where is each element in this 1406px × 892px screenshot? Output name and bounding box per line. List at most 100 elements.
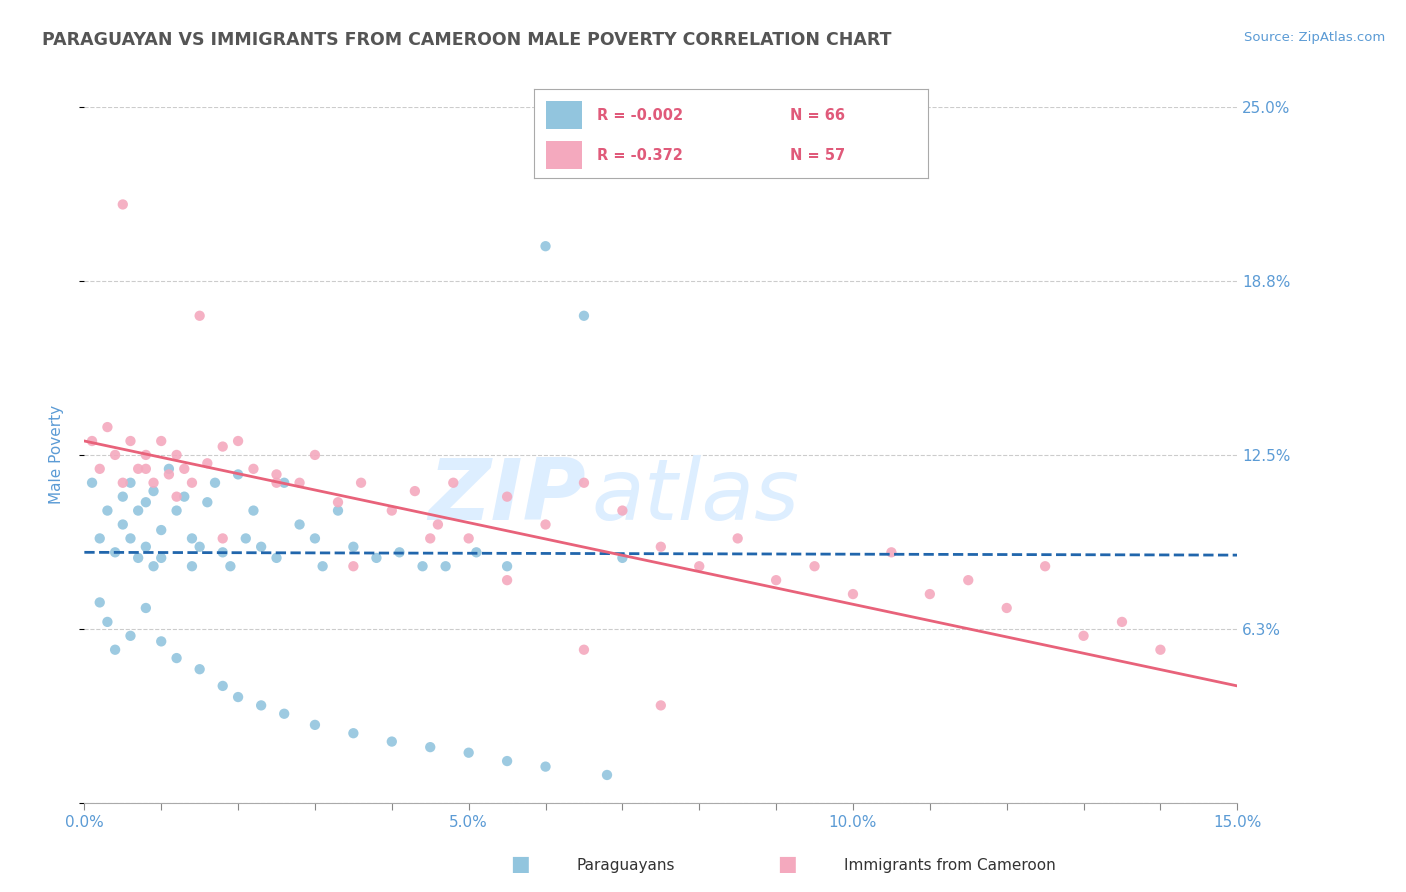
Text: atlas: atlas [592, 455, 800, 538]
Point [572, 642, 595, 657]
Text: R = -0.372: R = -0.372 [598, 148, 683, 162]
Point [173, 490, 195, 504]
Point [80, 475, 103, 490]
Point [111, 517, 134, 532]
Point [166, 503, 188, 517]
Point [157, 467, 180, 482]
Point [419, 532, 441, 546]
Point [181, 475, 204, 490]
Point [288, 517, 311, 532]
Point [304, 448, 326, 462]
Point [120, 629, 142, 643]
Point [150, 550, 173, 565]
Point [250, 540, 273, 554]
Point [211, 679, 233, 693]
Point [434, 559, 457, 574]
Point [842, 587, 865, 601]
Point [135, 462, 157, 476]
Point [426, 517, 449, 532]
Point [727, 532, 749, 546]
Point [142, 475, 165, 490]
Point [381, 503, 404, 517]
Point [135, 448, 157, 462]
Point [496, 490, 519, 504]
Point [496, 559, 519, 574]
Point [266, 550, 288, 565]
Point [150, 523, 173, 537]
Point [419, 740, 441, 755]
Point [650, 540, 672, 554]
Point [111, 490, 134, 504]
Point [311, 559, 333, 574]
Point [166, 651, 188, 665]
Point [195, 495, 218, 509]
Point [273, 475, 295, 490]
Point [465, 545, 488, 559]
Point [342, 726, 364, 740]
Point [572, 309, 595, 323]
Point [89, 532, 111, 546]
Point [457, 532, 479, 546]
Point [135, 540, 157, 554]
Point [204, 475, 226, 490]
Point [96, 615, 118, 629]
Text: N = 66: N = 66 [790, 108, 845, 122]
Point [304, 718, 326, 732]
Text: PARAGUAYAN VS IMMIGRANTS FROM CAMEROON MALE POVERTY CORRELATION CHART: PARAGUAYAN VS IMMIGRANTS FROM CAMEROON M… [42, 31, 891, 49]
Point [96, 420, 118, 434]
FancyBboxPatch shape [546, 101, 582, 129]
Point [326, 503, 349, 517]
Point [104, 448, 127, 462]
Point [266, 475, 288, 490]
Point [342, 540, 364, 554]
Point [326, 495, 349, 509]
Point [534, 239, 557, 253]
Point [388, 545, 411, 559]
Point [188, 662, 211, 676]
Point [188, 309, 211, 323]
Point [918, 587, 941, 601]
Point [80, 434, 103, 448]
Point [1149, 642, 1171, 657]
Point [120, 434, 142, 448]
Point [412, 559, 434, 574]
Point [266, 467, 288, 482]
Point [127, 462, 149, 476]
Point [120, 475, 142, 490]
Point [173, 462, 195, 476]
Point [166, 490, 188, 504]
Point [995, 601, 1018, 615]
Point [688, 559, 710, 574]
Point [1073, 629, 1095, 643]
Point [457, 746, 479, 760]
Point [104, 642, 127, 657]
Point [135, 495, 157, 509]
Text: N = 57: N = 57 [790, 148, 845, 162]
Point [342, 559, 364, 574]
Point [803, 559, 825, 574]
Point [765, 573, 787, 587]
Point [273, 706, 295, 721]
Point [157, 462, 180, 476]
Point [142, 484, 165, 499]
Point [404, 484, 426, 499]
Point [195, 456, 218, 470]
Point [166, 448, 188, 462]
Point [596, 768, 619, 782]
Y-axis label: Male Poverty: Male Poverty [49, 405, 63, 505]
Text: ZIP: ZIP [429, 455, 586, 538]
Text: Paraguayans: Paraguayans [576, 858, 675, 872]
Point [242, 462, 264, 476]
Point [104, 545, 127, 559]
Point [235, 532, 257, 546]
Point [142, 559, 165, 574]
FancyBboxPatch shape [546, 141, 582, 169]
Point [89, 595, 111, 609]
Point [534, 517, 557, 532]
Point [135, 601, 157, 615]
Point [111, 475, 134, 490]
Text: ■: ■ [510, 854, 530, 873]
Point [226, 467, 249, 482]
Point [211, 440, 233, 454]
Point [534, 759, 557, 773]
